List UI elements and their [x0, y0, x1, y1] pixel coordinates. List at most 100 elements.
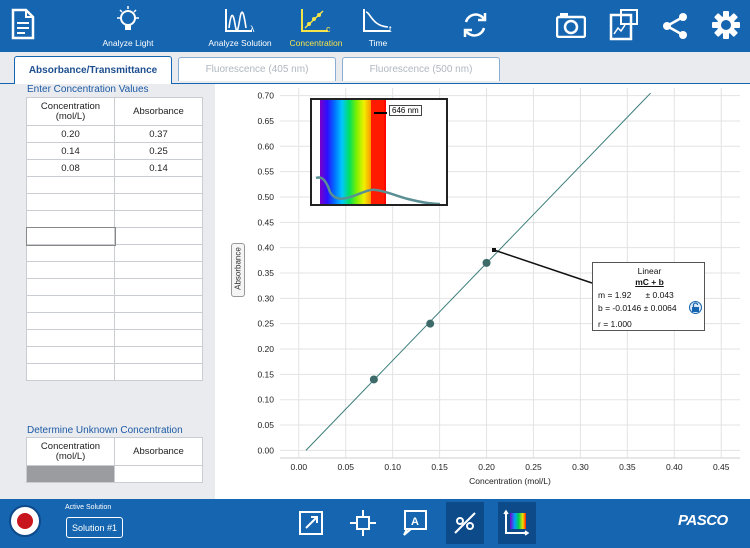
absorbance-cell[interactable] — [114, 363, 203, 381]
toolbar-label: Time — [368, 38, 388, 48]
coordinate-tool-button[interactable] — [344, 502, 382, 544]
table-row: 0.14 0.25 — [26, 142, 203, 160]
unknown-absorbance-cell[interactable] — [114, 465, 203, 483]
concentration-cell[interactable] — [26, 210, 115, 228]
y-axis-label: Absorbance — [233, 247, 243, 290]
table-row — [25, 226, 203, 246]
column-header-concentration: Concentration (mol/L) — [26, 437, 115, 466]
table-row — [26, 193, 203, 211]
svg-text:c: c — [326, 24, 331, 34]
table-row — [26, 312, 203, 330]
fit-title: Linear — [637, 266, 662, 276]
y-axis-selector-button[interactable]: Absorbance — [231, 243, 245, 297]
toolbar-concentration[interactable]: c Concentration — [290, 0, 342, 52]
tab-strip: Absorbance/Transmittance Fluorescence (4… — [0, 52, 750, 84]
absorbance-spectrum-curve — [315, 176, 441, 204]
toolbar-time[interactable]: t Time — [360, 0, 396, 52]
table-row — [26, 261, 203, 279]
concentration-cell[interactable] — [26, 295, 115, 313]
absorbance-cell[interactable] — [114, 346, 203, 364]
lightbulb-icon — [117, 6, 139, 30]
concentration-cell[interactable]: 0.14 — [26, 142, 115, 160]
concentration-cell[interactable]: 0.20 — [26, 125, 115, 143]
fit-equation: mC + b — [635, 277, 664, 287]
record-button[interactable] — [9, 505, 41, 537]
toolbar-analyze-solution[interactable]: λ Analyze Solution — [208, 0, 272, 52]
crosshair-icon — [350, 510, 376, 536]
absorbance-cell[interactable] — [114, 329, 203, 347]
fit-intercept: b = -0.0146 ± 0.0064 — [598, 303, 677, 313]
concentration-cell[interactable] — [26, 244, 115, 262]
snapshot-journal-icon[interactable] — [609, 9, 639, 46]
wavelength-label: 646 nm — [389, 105, 422, 116]
table-row — [26, 295, 203, 313]
document-icon[interactable] — [11, 8, 35, 45]
absorbance-cell[interactable] — [114, 312, 203, 330]
wavelength-marker — [374, 112, 387, 114]
absorbance-cell[interactable] — [114, 210, 203, 228]
spectrum-toggle-button[interactable] — [498, 502, 536, 544]
unlock-icon[interactable] — [689, 301, 702, 314]
concentration-cell[interactable] — [26, 363, 115, 381]
absorbance-cell[interactable] — [114, 244, 203, 262]
concentration-graph-icon: c — [301, 9, 331, 34]
unknown-concentration-cell — [26, 465, 115, 483]
annotation-button[interactable]: A — [396, 502, 434, 544]
solution-selector-button[interactable]: Solution #1 — [66, 517, 123, 538]
concentration-cell[interactable]: 0.08 — [26, 159, 115, 177]
curve-fit-icon — [454, 512, 476, 534]
scale-to-fit-button[interactable] — [292, 502, 330, 544]
table-row — [26, 210, 203, 228]
absorbance-cell[interactable] — [114, 176, 203, 194]
concentration-cell[interactable] — [26, 346, 115, 364]
absorbance-cell[interactable]: 0.14 — [114, 159, 203, 177]
active-solution-label: Active Solution — [65, 504, 112, 511]
absorbance-cell[interactable] — [114, 278, 203, 296]
absorbance-cell[interactable]: 0.37 — [114, 125, 203, 143]
table-row — [26, 346, 203, 364]
unknown-concentration-title: Determine Unknown Concentration — [27, 425, 183, 436]
table-row — [26, 363, 203, 381]
concentration-table: Concentration (mol/L) Absorbance 0.20 0.… — [25, 97, 203, 381]
settings-gear-icon[interactable] — [712, 11, 740, 44]
concentration-cell[interactable] — [26, 261, 115, 279]
svg-text:t: t — [389, 24, 392, 34]
toolbar-analyze-light[interactable]: Analyze Light — [102, 0, 154, 52]
top-toolbar: Analyze Light λ Analyze Solution c Conce… — [0, 0, 750, 52]
tab-fluorescence-500[interactable]: Fluorescence (500 nm) — [342, 57, 500, 81]
enter-concentration-title: Enter Concentration Values — [27, 84, 149, 95]
absorbance-cell[interactable] — [114, 261, 203, 279]
concentration-cell[interactable] — [26, 193, 115, 211]
spectrum-inset[interactable]: 646 nm — [310, 98, 448, 206]
absorbance-cell[interactable] — [114, 193, 203, 211]
sync-icon[interactable] — [460, 10, 490, 45]
table-row: 0.08 0.14 — [26, 159, 203, 177]
tab-absorbance-transmittance[interactable]: Absorbance/Transmittance — [14, 56, 172, 84]
concentration-cell[interactable] — [26, 278, 115, 296]
column-header-concentration: Concentration (mol/L) — [26, 97, 115, 126]
svg-text:λ: λ — [250, 24, 255, 34]
absorbance-cell[interactable] — [114, 227, 203, 245]
tab-fluorescence-405[interactable]: Fluorescence (405 nm) — [178, 57, 336, 81]
table-row — [26, 244, 203, 262]
concentration-cell[interactable] — [26, 312, 115, 330]
toolbar-label: Concentration — [289, 38, 343, 48]
spectrum-graph-icon: λ — [225, 9, 255, 34]
table-row — [26, 465, 203, 483]
fit-info-box[interactable]: Linear mC + b m = 1.92 ± 0.043 b = -0.01… — [592, 262, 705, 331]
column-header-absorbance: Absorbance — [114, 97, 203, 126]
scale-to-fit-icon — [299, 511, 323, 535]
curve-fit-button[interactable] — [446, 502, 484, 544]
fit-slope: m = 1.92 ± 0.043 — [598, 290, 674, 300]
concentration-cell[interactable] — [25, 226, 116, 246]
share-icon[interactable] — [661, 12, 689, 45]
absorbance-cell[interactable]: 0.25 — [114, 142, 203, 160]
spectrum-toggle-icon — [503, 509, 530, 536]
concentration-cell[interactable] — [26, 329, 115, 347]
absorbance-cell[interactable] — [114, 295, 203, 313]
camera-icon[interactable] — [555, 12, 587, 43]
time-graph-icon: t — [363, 9, 392, 34]
concentration-cell[interactable] — [26, 176, 115, 194]
wavelength-band — [371, 100, 384, 204]
